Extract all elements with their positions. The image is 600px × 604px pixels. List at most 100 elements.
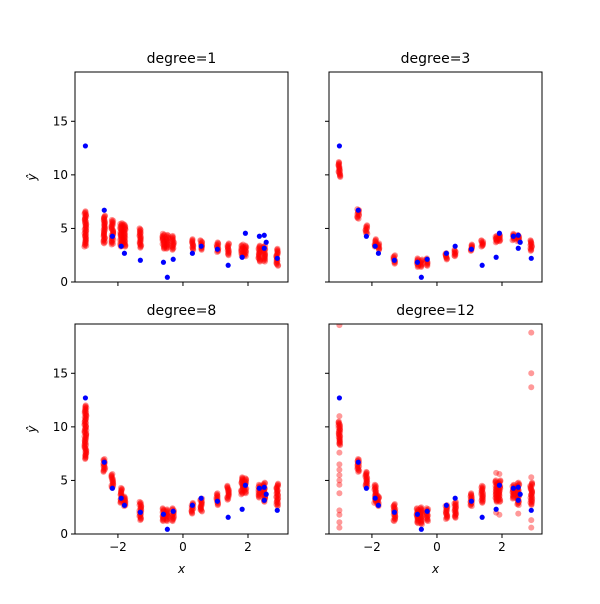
prediction-point xyxy=(528,481,535,488)
prediction-point xyxy=(160,240,167,247)
prediction-point xyxy=(354,464,361,471)
prediction-point xyxy=(255,255,262,262)
prediction-point xyxy=(170,241,177,248)
prediction-point xyxy=(468,490,475,497)
prediction-point xyxy=(335,430,342,437)
prediction-point xyxy=(82,415,89,422)
prediction-point xyxy=(468,241,475,248)
data-point xyxy=(363,233,369,239)
prediction-point xyxy=(164,509,171,516)
prediction-point xyxy=(164,238,171,245)
prediction-point xyxy=(225,252,232,259)
prediction-point xyxy=(255,492,262,499)
prediction-point xyxy=(242,248,249,255)
data-point xyxy=(118,243,124,249)
prediction-point xyxy=(372,237,379,244)
prediction-point xyxy=(336,173,343,180)
prediction-point xyxy=(336,490,343,497)
prediction-point xyxy=(82,222,89,229)
prediction-point xyxy=(239,475,246,482)
prediction-point xyxy=(81,433,88,440)
prediction-point xyxy=(242,243,249,250)
prediction-point xyxy=(336,425,343,432)
prediction-point xyxy=(442,510,449,517)
prediction-point xyxy=(159,230,166,237)
data-point xyxy=(198,495,204,501)
prediction-point xyxy=(515,510,522,517)
prediction-point xyxy=(159,517,166,524)
prediction-point xyxy=(452,506,459,513)
prediction-point xyxy=(136,240,143,247)
prediction-point xyxy=(415,516,422,523)
prediction-point xyxy=(239,244,246,251)
prediction-point xyxy=(355,215,362,222)
y-tick-label: 10 xyxy=(53,168,68,182)
data-point xyxy=(256,485,262,491)
prediction-point xyxy=(82,445,89,452)
data-point xyxy=(493,254,499,260)
prediction-point xyxy=(337,429,344,436)
prediction-point xyxy=(337,427,344,434)
prediction-point xyxy=(444,511,451,518)
prediction-point xyxy=(479,496,486,503)
prediction-point xyxy=(424,515,431,522)
prediction-point xyxy=(137,500,144,507)
prediction-point xyxy=(118,221,125,228)
prediction-point xyxy=(161,231,168,238)
prediction-point xyxy=(169,512,176,519)
prediction-point xyxy=(413,505,420,512)
data-point xyxy=(170,256,176,262)
prediction-point xyxy=(82,431,89,438)
prediction-point xyxy=(468,492,475,499)
prediction-point xyxy=(529,495,536,502)
prediction-point xyxy=(528,498,535,505)
prediction-point xyxy=(336,519,343,526)
data-point xyxy=(468,246,475,252)
prediction-point xyxy=(363,478,370,485)
prediction-point xyxy=(529,487,536,494)
prediction-point xyxy=(390,503,397,510)
y-axis-label: ŷ xyxy=(25,425,39,434)
prediction-point xyxy=(109,220,116,227)
prediction-point xyxy=(443,255,450,262)
prediction-point xyxy=(225,241,232,248)
prediction-point xyxy=(83,432,90,439)
prediction-point xyxy=(527,482,534,489)
prediction-point xyxy=(496,493,503,500)
prediction-point xyxy=(336,166,343,173)
prediction-point xyxy=(81,242,88,249)
prediction-point xyxy=(188,507,195,514)
prediction-point xyxy=(163,236,170,243)
prediction-point xyxy=(415,520,422,527)
prediction-point xyxy=(256,248,263,255)
prediction-point xyxy=(165,513,172,520)
prediction-point xyxy=(82,402,89,409)
prediction-point xyxy=(225,240,232,247)
prediction-point xyxy=(372,236,379,243)
prediction-point xyxy=(415,506,422,513)
prediction-point xyxy=(363,479,370,486)
data-point xyxy=(510,233,516,239)
prediction-point xyxy=(160,242,167,249)
prediction-point xyxy=(336,171,343,178)
prediction-point xyxy=(82,236,89,243)
prediction-point xyxy=(452,508,459,515)
prediction-point xyxy=(274,503,281,510)
prediction-point xyxy=(109,475,116,482)
prediction-point xyxy=(82,220,89,227)
prediction-point xyxy=(528,492,535,499)
prediction-point xyxy=(273,261,280,268)
prediction-point xyxy=(189,236,196,243)
prediction-point xyxy=(497,236,504,243)
prediction-point xyxy=(510,494,517,501)
prediction-point xyxy=(478,487,485,494)
prediction-point xyxy=(163,245,170,252)
prediction-point xyxy=(495,491,502,498)
prediction-point xyxy=(189,245,196,252)
prediction-point xyxy=(102,219,109,226)
prediction-point xyxy=(478,484,485,491)
prediction-point xyxy=(262,251,269,258)
prediction-point xyxy=(82,240,89,247)
prediction-point xyxy=(101,240,108,247)
prediction-point xyxy=(527,483,534,490)
